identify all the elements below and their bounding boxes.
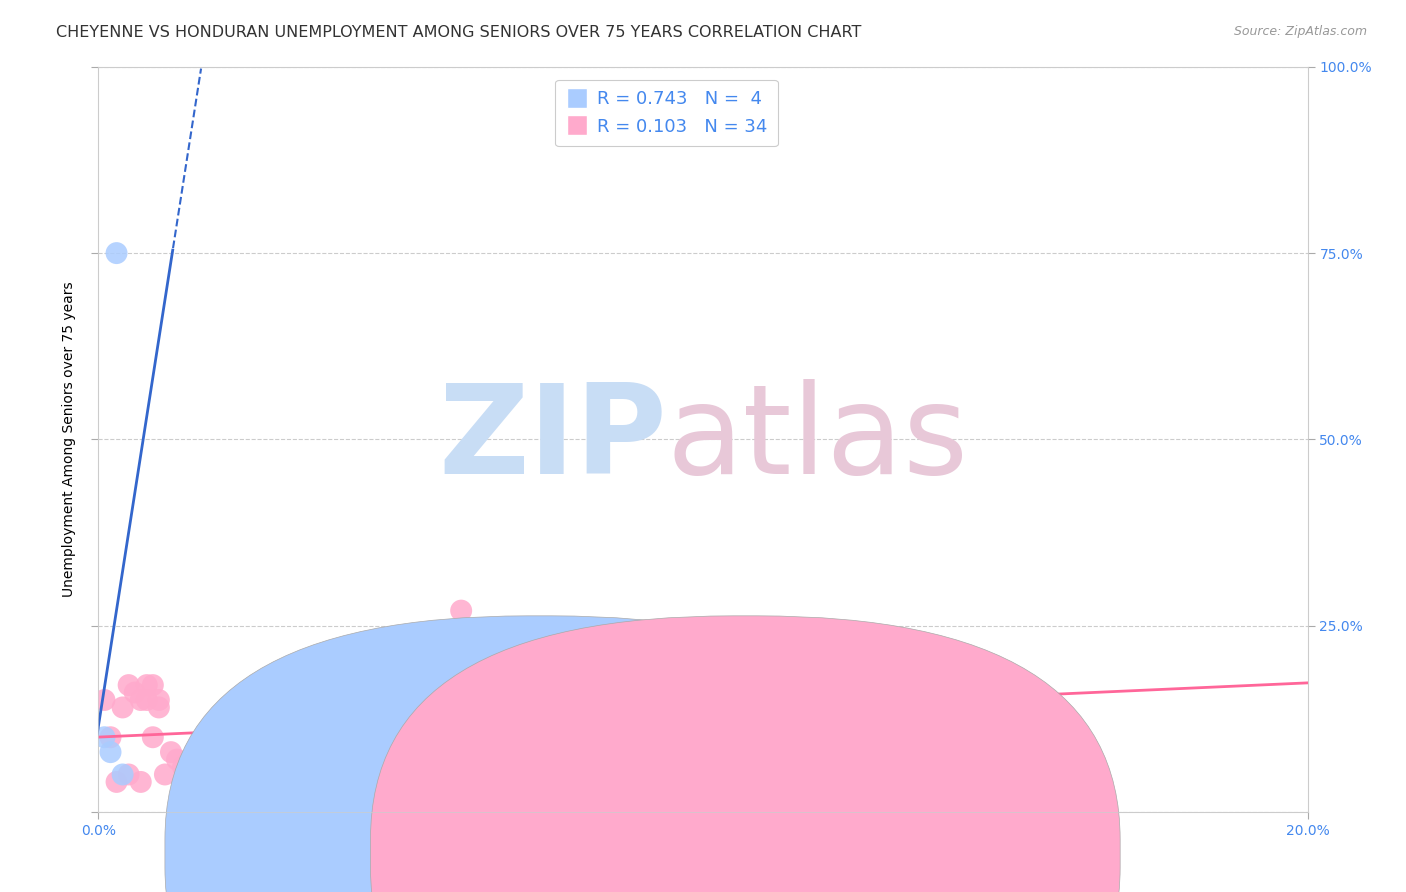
FancyBboxPatch shape bbox=[371, 615, 1121, 892]
Point bbox=[100, 730, 122, 744]
Legend: R = 0.743   N =  4, R = 0.103   N = 34: R = 0.743 N = 4, R = 0.103 N = 34 bbox=[555, 79, 778, 146]
Point bbox=[153, 767, 176, 781]
Point bbox=[129, 693, 152, 707]
Text: atlas: atlas bbox=[666, 379, 969, 500]
Point bbox=[148, 700, 170, 714]
Point bbox=[208, 753, 231, 767]
Point bbox=[105, 775, 128, 789]
Point bbox=[100, 745, 122, 759]
Point bbox=[873, 648, 896, 663]
Text: CHEYENNE VS HONDURAN UNEMPLOYMENT AMONG SENIORS OVER 75 YEARS CORRELATION CHART: CHEYENNE VS HONDURAN UNEMPLOYMENT AMONG … bbox=[56, 25, 862, 40]
Y-axis label: Unemployment Among Seniors over 75 years: Unemployment Among Seniors over 75 years bbox=[62, 282, 76, 597]
Point bbox=[692, 671, 714, 685]
Point bbox=[179, 767, 201, 781]
FancyBboxPatch shape bbox=[165, 615, 915, 892]
Point bbox=[135, 693, 157, 707]
Point bbox=[93, 693, 115, 707]
Point bbox=[166, 753, 188, 767]
Point bbox=[142, 678, 165, 692]
Point bbox=[118, 678, 141, 692]
Text: ZIP: ZIP bbox=[439, 379, 666, 500]
Point bbox=[129, 775, 152, 789]
Point bbox=[172, 760, 194, 774]
Point bbox=[184, 775, 207, 789]
Point bbox=[752, 745, 775, 759]
Text: Hondurans: Hondurans bbox=[769, 845, 860, 863]
Point bbox=[239, 782, 262, 797]
Point bbox=[111, 767, 134, 781]
Point bbox=[389, 648, 412, 663]
Text: Source: ZipAtlas.com: Source: ZipAtlas.com bbox=[1233, 25, 1367, 38]
Point bbox=[118, 767, 141, 781]
Point bbox=[93, 730, 115, 744]
Point bbox=[160, 745, 183, 759]
Point bbox=[148, 693, 170, 707]
Point bbox=[420, 753, 443, 767]
Point bbox=[135, 678, 157, 692]
Point bbox=[269, 782, 291, 797]
Point bbox=[111, 700, 134, 714]
Point bbox=[450, 604, 472, 618]
Point bbox=[124, 685, 146, 699]
Point bbox=[105, 246, 128, 260]
Point bbox=[221, 745, 243, 759]
Point bbox=[142, 730, 165, 744]
Point bbox=[934, 767, 956, 781]
Point bbox=[481, 648, 503, 663]
Text: Cheyenne: Cheyenne bbox=[564, 845, 648, 863]
Point bbox=[190, 767, 212, 781]
